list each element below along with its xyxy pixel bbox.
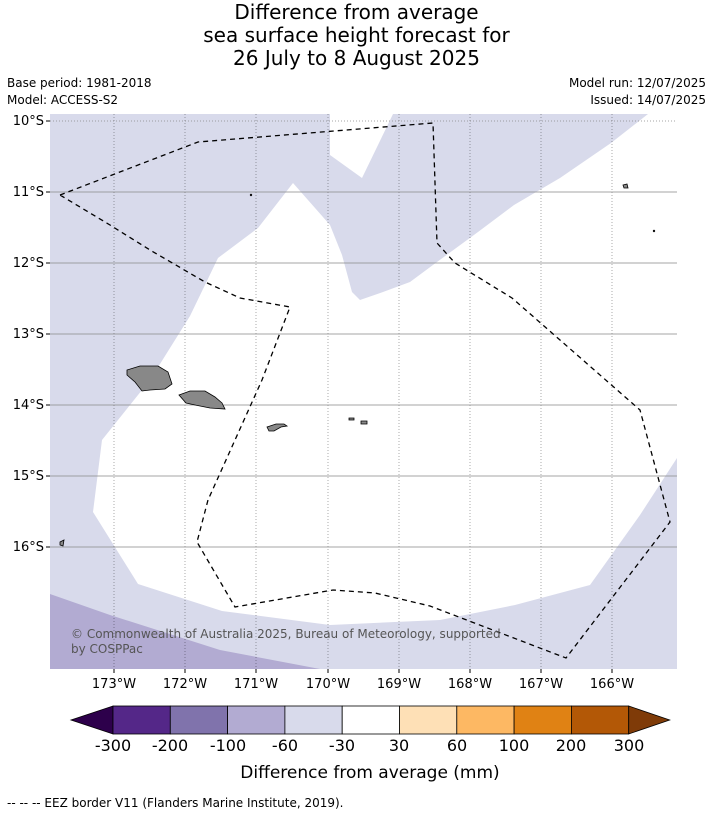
colorbar-tick: -100 [210, 736, 246, 755]
islands [59, 183, 656, 547]
axis-ticks [46, 120, 613, 673]
lon-label: 166°W [590, 677, 634, 692]
model-name: Model: ACCESS-S2 [7, 93, 119, 107]
copyright-line-1: © Commonwealth of Australia 2025, Bureau… [71, 627, 501, 641]
lon-label: 167°W [519, 677, 563, 692]
title-line-2: sea surface height forecast for [203, 23, 510, 47]
lon-label: 171°W [234, 677, 278, 692]
island-upolu [178, 390, 226, 410]
colorbar-tick: 300 [614, 736, 645, 755]
title-line-1: Difference from average [234, 0, 479, 24]
lat-label: 10°S [13, 114, 44, 129]
map-area [50, 114, 677, 669]
lon-label: 169°W [377, 677, 421, 692]
colorbar-segment [112, 705, 171, 735]
eez-border [58, 122, 671, 659]
copyright-line-2: by COSPPac [71, 642, 143, 656]
colorbar-segment [284, 705, 343, 735]
island-wallis [59, 539, 65, 547]
colorbar-segment [456, 705, 515, 735]
colorbar-tick: -300 [95, 736, 131, 755]
copyright: © Commonwealth of Australia 2025, Bureau… [71, 627, 501, 656]
colorbar [69, 705, 671, 735]
lat-label: 13°S [13, 327, 44, 342]
lat-labels: 10°S 11°S 12°S 13°S 14°S 15°S 16°S [13, 114, 44, 555]
lat-label: 14°S [13, 398, 44, 413]
colorbar-extend-low [69, 705, 114, 735]
colorbar-segment [571, 705, 630, 735]
island-ofu [348, 417, 355, 421]
colorbar-tick: -30 [329, 736, 355, 755]
island-small-west [249, 193, 253, 197]
colorbar-segment [513, 705, 572, 735]
colorbar-tick: 60 [447, 736, 467, 755]
lon-label: 173°W [92, 677, 136, 692]
colorbar-segment [399, 705, 458, 735]
colorbar-tick: -60 [272, 736, 298, 755]
grid-lat [50, 120, 677, 548]
colorbar-extend-high [628, 705, 671, 735]
colorbar-label: Difference from average (mm) [240, 763, 499, 783]
footnote: -- -- -- EEZ border V11 (Flanders Marine… [7, 796, 344, 810]
colorbar-ticks: -300 -200 -100 -60 -30 30 60 100 200 300 [95, 736, 644, 755]
island-swains [622, 183, 629, 189]
lat-label: 11°S [13, 185, 44, 200]
base-period: Base period: 1981-2018 [7, 76, 152, 90]
title-line-3: 26 July to 8 August 2025 [233, 46, 480, 70]
colorbar-tick: 200 [556, 736, 587, 755]
colorbar-tick: 30 [389, 736, 409, 755]
contour-region-minus100-minus60 [50, 594, 320, 669]
lon-label: 170°W [306, 677, 350, 692]
lon-labels: 173°W 172°W 171°W 170°W 169°W 168°W 167°… [92, 677, 634, 692]
model-run: Model run: 12/07/2025 [568, 76, 706, 90]
issued-date: Issued: 14/07/2025 [590, 93, 706, 107]
grid [113, 114, 613, 669]
lat-label: 15°S [13, 469, 44, 484]
lat-label: 16°S [13, 540, 44, 555]
colorbar-tick: -200 [152, 736, 188, 755]
island-rose [652, 229, 656, 233]
contour-region-minus60-minus30 [50, 114, 677, 669]
lat-label: 12°S [13, 256, 44, 271]
island-tutuila [266, 423, 289, 432]
colorbar-segment [169, 705, 229, 735]
colorbar-segment [227, 705, 286, 735]
colorbar-tick: 100 [499, 736, 530, 755]
colorbar-segment [341, 705, 400, 735]
lon-label: 172°W [163, 677, 207, 692]
lon-label: 168°W [448, 677, 492, 692]
island-tau [360, 420, 368, 425]
island-savaii [126, 365, 173, 392]
